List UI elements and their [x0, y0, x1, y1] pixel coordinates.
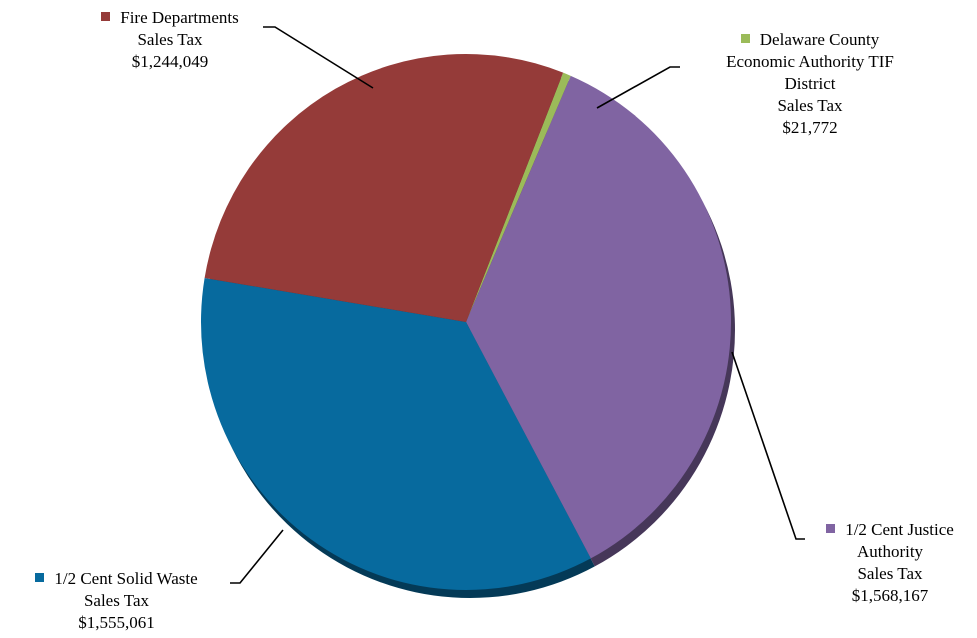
slice-label-justice: 1/2 Cent Justice Authority Sales Tax $1,… [810, 519, 970, 607]
leader-line-justice [731, 351, 805, 540]
tif-swatch [740, 34, 750, 43]
pie-slice-justice [466, 75, 731, 559]
slice-label-solid-waste: 1/2 Cent Solid Waste Sales Tax $1,555,06… [4, 568, 229, 634]
justice-swatch [826, 524, 836, 533]
leader-line-tif [596, 66, 680, 109]
slice-label-tif: Delaware County Economic Authority TIF D… [726, 30, 894, 137]
pie-slice-tif [466, 72, 571, 322]
leader-line-solid-waste [230, 529, 284, 584]
solid-waste-swatch [35, 573, 45, 582]
slice-label-fire: Fire Departments Sales Tax $1,244,049 [70, 7, 270, 73]
leader-line-fire [263, 26, 374, 89]
fire-swatch [101, 12, 111, 21]
pie-slice-fire [204, 54, 564, 323]
pie-slice-solid-waste [201, 277, 591, 590]
